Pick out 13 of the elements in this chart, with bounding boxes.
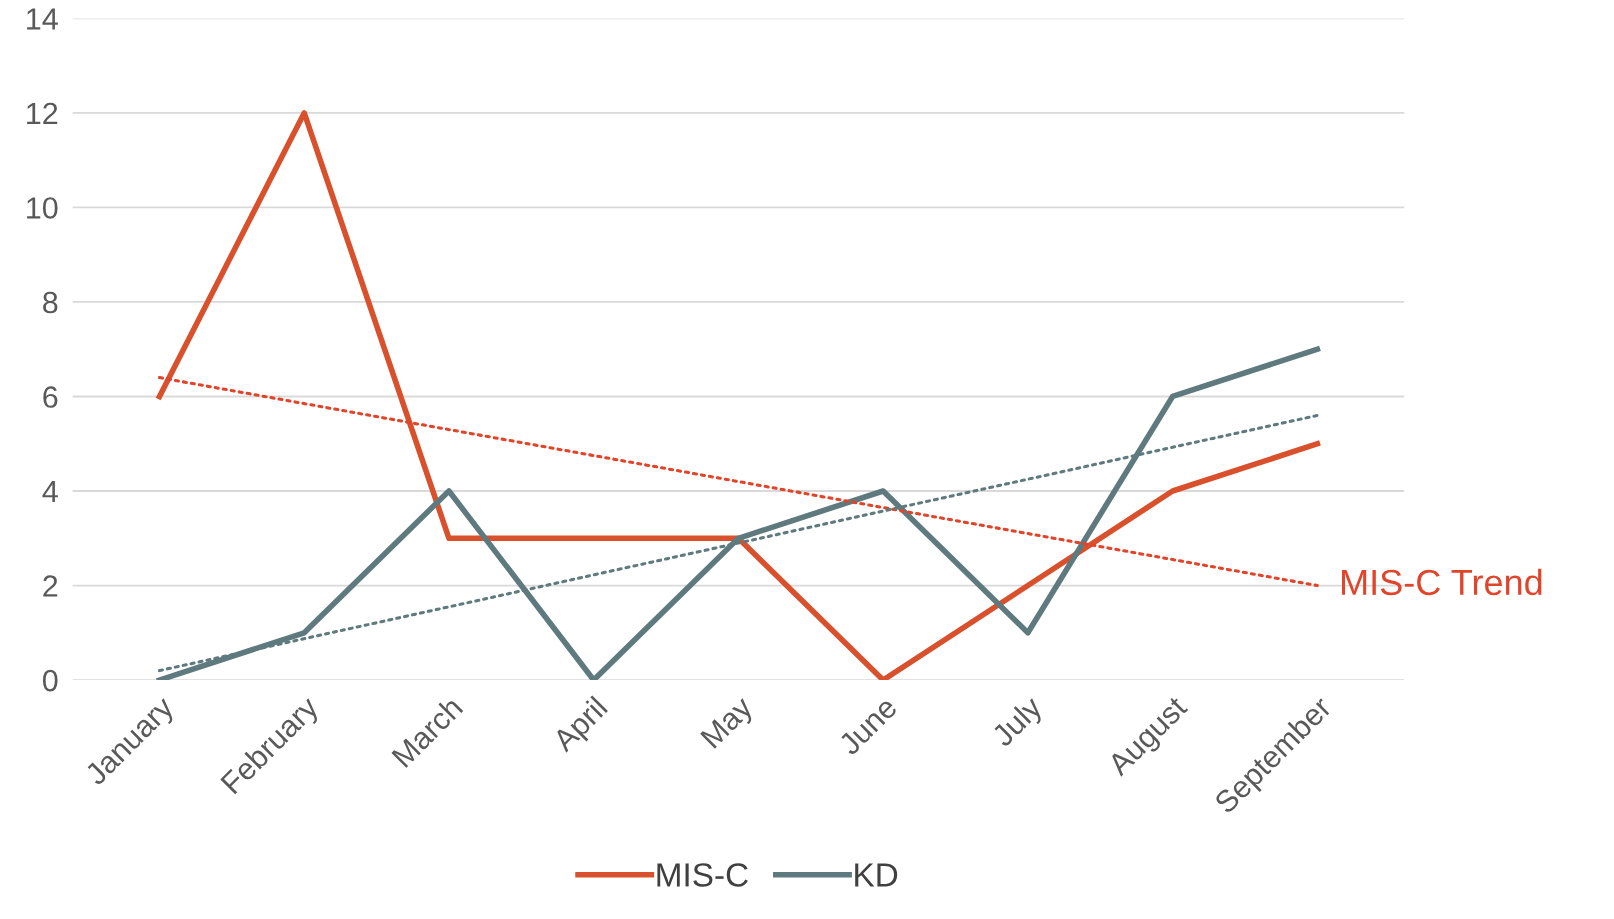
y-tick-label: 8 bbox=[43, 291, 58, 314]
legend-label: MIS-C bbox=[657, 863, 748, 887]
y-tick-label: 0 bbox=[42, 669, 58, 692]
y-tick-label: 14 bbox=[27, 8, 58, 30]
series-label: MIS-C Trend bbox=[1342, 568, 1542, 596]
y-tick-label: 12 bbox=[27, 102, 58, 124]
y-tick-label: 6 bbox=[43, 386, 58, 408]
x-tick-label: July bbox=[989, 693, 1048, 753]
x-tick-label: May bbox=[700, 694, 759, 754]
y-tick-label: 2 bbox=[43, 575, 58, 597]
y-tick-label: 10 bbox=[27, 197, 58, 219]
y-tick-label: 4 bbox=[42, 481, 58, 503]
legend-label: KD bbox=[855, 863, 898, 887]
